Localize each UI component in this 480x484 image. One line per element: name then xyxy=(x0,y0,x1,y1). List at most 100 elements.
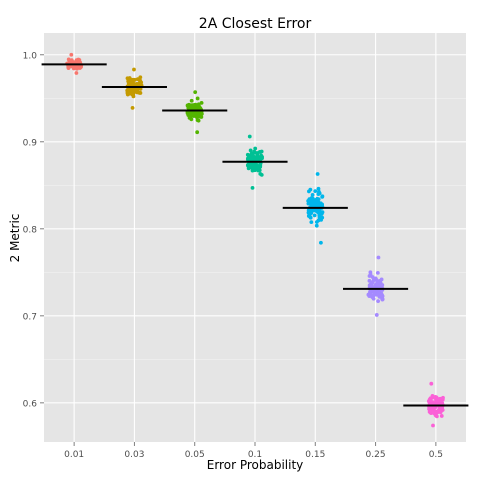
data-point xyxy=(317,215,322,220)
data-point xyxy=(131,77,136,82)
data-point xyxy=(438,407,443,411)
data-point xyxy=(259,173,264,177)
data-point xyxy=(312,202,316,207)
x-tick-label: 0.01 xyxy=(64,450,84,460)
data-point xyxy=(195,118,200,122)
data-point xyxy=(380,297,385,302)
data-point xyxy=(366,292,371,297)
chart-title: 2A Closest Error xyxy=(199,16,312,32)
data-point xyxy=(437,397,442,401)
data-point xyxy=(247,134,252,139)
data-point xyxy=(316,218,321,223)
data-point xyxy=(376,299,380,304)
data-point xyxy=(431,423,435,428)
data-point xyxy=(439,414,444,418)
data-point xyxy=(375,271,380,275)
data-point xyxy=(314,198,319,203)
y-axis-label: 2 Metric xyxy=(8,214,22,263)
data-point xyxy=(314,223,319,228)
data-point xyxy=(189,98,194,103)
data-point xyxy=(310,209,314,214)
data-point xyxy=(191,103,196,108)
data-point xyxy=(253,146,258,151)
data-point xyxy=(256,155,260,160)
data-point xyxy=(250,186,255,190)
data-point xyxy=(316,186,321,191)
data-point xyxy=(433,413,438,418)
data-point xyxy=(247,165,252,170)
data-point xyxy=(185,103,190,108)
x-tick-label: 0.15 xyxy=(305,450,325,460)
data-point xyxy=(74,71,79,75)
data-point xyxy=(138,91,143,95)
data-point xyxy=(368,283,373,288)
grid xyxy=(44,33,466,442)
data-point xyxy=(367,278,372,283)
mean-bars xyxy=(41,63,469,407)
data-point xyxy=(320,195,325,199)
data-point xyxy=(319,240,323,245)
data-point xyxy=(130,105,135,110)
data-point xyxy=(132,89,136,93)
data-point xyxy=(375,280,380,284)
data-point xyxy=(126,92,131,96)
data-point xyxy=(429,406,434,411)
data-point xyxy=(196,103,201,108)
data-point xyxy=(309,220,314,224)
data-point xyxy=(307,214,312,219)
x-tick-label: 0.5 xyxy=(429,450,443,460)
data-point xyxy=(66,66,71,71)
data-point xyxy=(138,79,142,83)
y-tick-label: 0.8 xyxy=(23,225,38,235)
data-point xyxy=(249,151,254,156)
data-point xyxy=(134,82,139,86)
data-point xyxy=(310,193,315,197)
x-tick-label: 0.25 xyxy=(366,450,386,460)
data-point xyxy=(316,192,321,197)
data-point xyxy=(191,113,196,118)
data-point xyxy=(313,189,318,193)
data-point xyxy=(193,90,198,95)
data-point xyxy=(245,152,250,157)
x-tick-label: 0.03 xyxy=(124,450,144,460)
data-point xyxy=(315,172,320,176)
data-point xyxy=(195,96,200,101)
data-point xyxy=(431,410,435,414)
y-tick-label: 0.6 xyxy=(23,399,38,409)
data-point xyxy=(380,283,384,288)
data-point xyxy=(376,255,381,260)
data-point xyxy=(131,92,136,97)
data-point xyxy=(307,189,311,194)
data-point xyxy=(428,399,433,404)
data-point xyxy=(248,148,253,153)
y-tick-label: 0.9 xyxy=(23,138,38,148)
data-point xyxy=(433,395,438,400)
y-axis: 0.6 0.7 0.8 0.9 1.0 xyxy=(23,51,44,409)
data-point xyxy=(132,67,136,72)
data-point xyxy=(189,117,194,122)
data-point xyxy=(428,396,433,401)
x-tick-label: 0.05 xyxy=(185,450,205,460)
data-point xyxy=(309,196,314,201)
data-point xyxy=(376,291,381,295)
data-point xyxy=(255,166,260,171)
data-point xyxy=(138,75,143,80)
data-point xyxy=(374,313,379,317)
x-tick-label: 0.1 xyxy=(248,450,262,460)
data-point xyxy=(257,150,262,154)
data-point xyxy=(429,381,434,386)
data-point xyxy=(371,277,376,281)
data-point xyxy=(126,79,131,84)
data-point xyxy=(69,58,74,63)
data-point xyxy=(69,52,74,57)
data-point xyxy=(199,100,204,105)
y-tick-label: 1.0 xyxy=(23,51,38,61)
data-point xyxy=(319,212,324,216)
data-point xyxy=(369,292,374,297)
data-point xyxy=(312,213,317,218)
data-point xyxy=(195,130,200,135)
x-axis: 0.01 0.03 0.05 0.1 0.15 0.25 0.5 xyxy=(64,442,443,460)
x-axis-label: Error Probability xyxy=(207,458,304,472)
data-point xyxy=(379,277,384,282)
